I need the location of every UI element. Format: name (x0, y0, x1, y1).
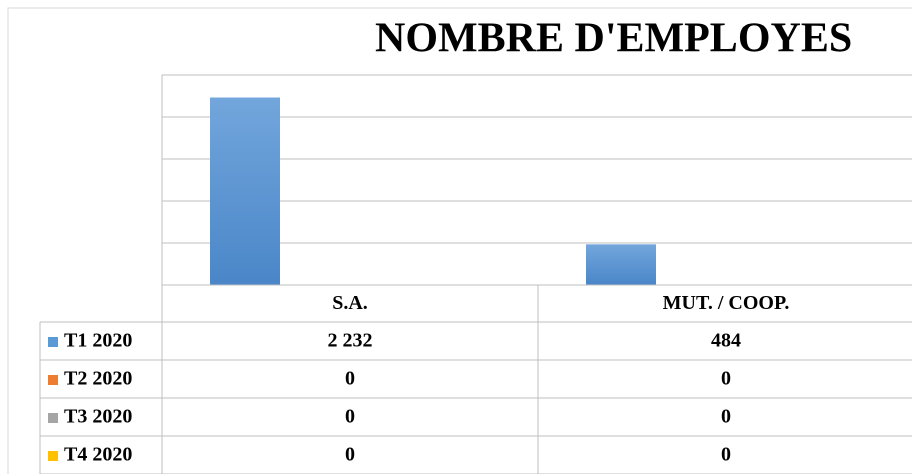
table-value: 0 (721, 368, 731, 390)
table-value: 0 (721, 444, 731, 466)
legend-label: T3 2020 (64, 406, 132, 428)
legend-label: T4 2020 (64, 444, 132, 466)
chart-border (7, 7, 912, 474)
bar (210, 97, 280, 286)
table-value: 0 (345, 368, 355, 390)
legend-label: T1 2020 (64, 330, 132, 352)
chart-title: NOMBRE D'EMPLOYES (375, 16, 852, 62)
table-value: 0 (345, 444, 355, 466)
table-value: 0 (721, 406, 731, 428)
table-value: 484 (711, 330, 741, 352)
table-value: 2 232 (328, 330, 373, 352)
bar (586, 244, 656, 285)
legend-swatch (48, 413, 58, 423)
x-tick-label: MUT. / COOP. (663, 292, 790, 314)
x-tick-label: S.A. (332, 292, 368, 314)
table-value: 0 (345, 406, 355, 428)
legend-swatch (48, 451, 58, 461)
legend-label: T2 2020 (64, 368, 132, 390)
legend-swatch (48, 337, 58, 347)
legend-swatch (48, 375, 58, 385)
